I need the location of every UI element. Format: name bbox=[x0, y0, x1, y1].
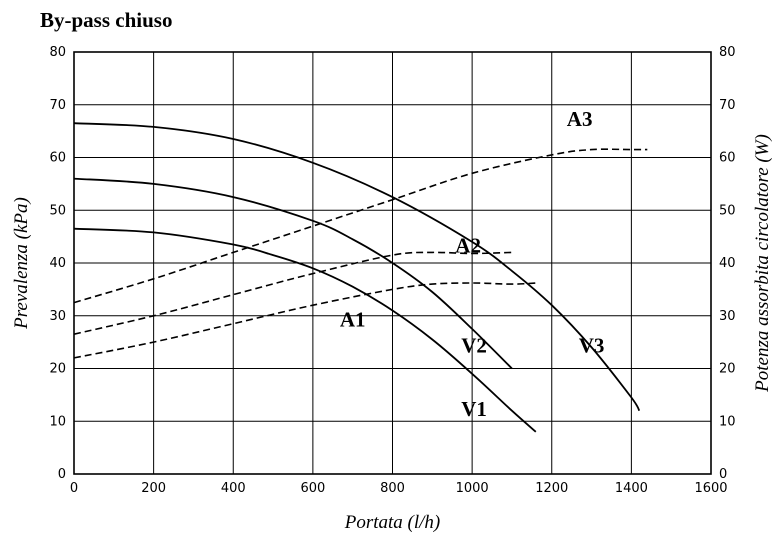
left-y-axis-label: Prevalenza (kPa) bbox=[11, 197, 32, 330]
y2-tick-label: 60 bbox=[719, 151, 736, 166]
y2-tick-label: 70 bbox=[719, 98, 736, 113]
series-line-v1 bbox=[73, 227, 537, 433]
right-y-axis-label: Potenza assorbita circolatore (W) bbox=[752, 134, 773, 393]
y-tick-label: 70 bbox=[49, 98, 66, 113]
series-label-v1: V1 bbox=[461, 397, 487, 421]
x-tick-label: 1000 bbox=[456, 481, 489, 496]
y-tick-label: 0 bbox=[58, 467, 66, 482]
x-tick-label: 1400 bbox=[615, 481, 648, 496]
x-axis-ticks: 0 200 400 600 800 1000 1200 1400 1600 bbox=[70, 481, 728, 496]
series-line-a1 bbox=[73, 282, 536, 359]
y-tick-label: 80 bbox=[49, 45, 66, 60]
y2-tick-label: 0 bbox=[719, 467, 727, 482]
x-tick-label: 0 bbox=[70, 481, 78, 496]
series-label-v3: V3 bbox=[579, 334, 605, 358]
left-y-axis-ticks: 0 10 20 30 40 50 60 70 80 bbox=[49, 45, 66, 482]
y2-tick-label: 40 bbox=[719, 256, 736, 271]
series-line-v3 bbox=[73, 122, 641, 412]
y-tick-label: 20 bbox=[49, 362, 66, 377]
y-tick-label: 10 bbox=[49, 414, 66, 429]
series-labels: V1 V2 V3 A1 A2 A3 bbox=[340, 107, 605, 421]
series-label-a3: A3 bbox=[567, 107, 593, 131]
series-line-v2 bbox=[73, 177, 513, 370]
y-tick-label: 30 bbox=[49, 309, 66, 324]
plot-frame bbox=[73, 51, 712, 475]
chart-title: By-pass chiuso bbox=[40, 8, 172, 32]
y-tick-label: 40 bbox=[49, 256, 66, 271]
right-y-axis-ticks: 0 10 20 30 40 50 60 70 80 bbox=[719, 45, 736, 482]
x-tick-label: 1600 bbox=[694, 481, 727, 496]
grid-lines bbox=[74, 52, 711, 474]
y2-tick-label: 30 bbox=[719, 309, 736, 324]
y2-tick-label: 20 bbox=[719, 362, 736, 377]
series-label-v2: V2 bbox=[461, 334, 487, 358]
series-label-a1: A1 bbox=[340, 307, 366, 331]
y2-tick-label: 80 bbox=[719, 45, 736, 60]
x-axis-label: Portata (l/h) bbox=[344, 512, 441, 533]
x-tick-label: 800 bbox=[380, 481, 405, 496]
x-tick-label: 1200 bbox=[535, 481, 568, 496]
y2-tick-label: 50 bbox=[719, 203, 736, 218]
series-line-a3 bbox=[73, 148, 648, 304]
x-tick-label: 200 bbox=[141, 481, 166, 496]
x-tick-label: 600 bbox=[300, 481, 325, 496]
series-curves bbox=[73, 122, 648, 433]
series-label-a2: A2 bbox=[455, 233, 481, 257]
series-line-a2 bbox=[73, 251, 512, 335]
y2-tick-label: 10 bbox=[719, 414, 736, 429]
y-tick-label: 50 bbox=[49, 203, 66, 218]
x-tick-label: 400 bbox=[221, 481, 246, 496]
y-tick-label: 60 bbox=[49, 151, 66, 166]
